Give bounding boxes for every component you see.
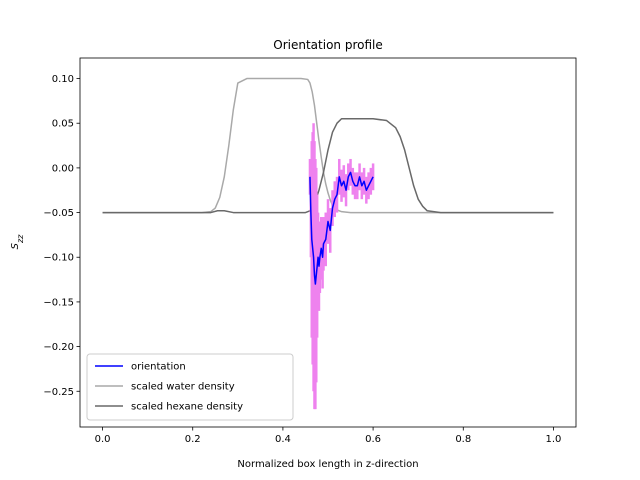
- y-axis-label: Szz: [10, 234, 25, 250]
- y-tick-label: −0.25: [43, 387, 74, 398]
- series-line: [102, 118, 554, 214]
- series-0: [102, 77, 554, 214]
- y-axis-label-base: S: [10, 242, 21, 249]
- legend: orientation scaled water density scaled he…: [86, 353, 294, 421]
- y-tick-label: 0.10: [52, 74, 74, 85]
- y-axis: −0.25 −0.20 −0.15 −0.10 −0.05 0.00 0.05 0.10: [43, 74, 80, 398]
- axes-frame: [79, 57, 577, 428]
- x-tick-label: 0.2: [185, 434, 201, 445]
- x-tick-label: 0.0: [95, 434, 111, 445]
- y-tick-label: 0.00: [52, 163, 74, 174]
- series-line: [309, 171, 374, 285]
- x-tick-label: 1.0: [546, 434, 562, 445]
- chart-title: Orientation profile: [273, 38, 382, 52]
- x-tick-label: 0.8: [455, 434, 471, 445]
- series-line: [102, 77, 554, 214]
- legend-entry: scaled hexane density: [131, 402, 243, 413]
- y-tick-label: −0.05: [43, 208, 74, 219]
- y-tick-label: −0.20: [43, 342, 74, 353]
- x-axis: 0.0 0.2 0.4 0.6 0.8 1.0: [95, 427, 562, 445]
- y-tick-label: −0.15: [43, 297, 74, 308]
- series-layer: [102, 77, 554, 410]
- legend-box: [86, 353, 294, 421]
- y-axis-label-subscript: zz: [16, 234, 25, 244]
- y-tick-label: −0.10: [43, 253, 74, 264]
- y-tick-label: 0.05: [52, 119, 74, 130]
- series-2: [308, 123, 375, 410]
- x-tick-label: 0.4: [275, 434, 291, 445]
- series-1: [102, 118, 554, 214]
- legend-entry: orientation: [131, 362, 186, 373]
- x-tick-label: 0.6: [365, 434, 381, 445]
- legend-entry: scaled water density: [131, 382, 235, 393]
- x-axis-label: Normalized box length in z-direction: [237, 459, 418, 470]
